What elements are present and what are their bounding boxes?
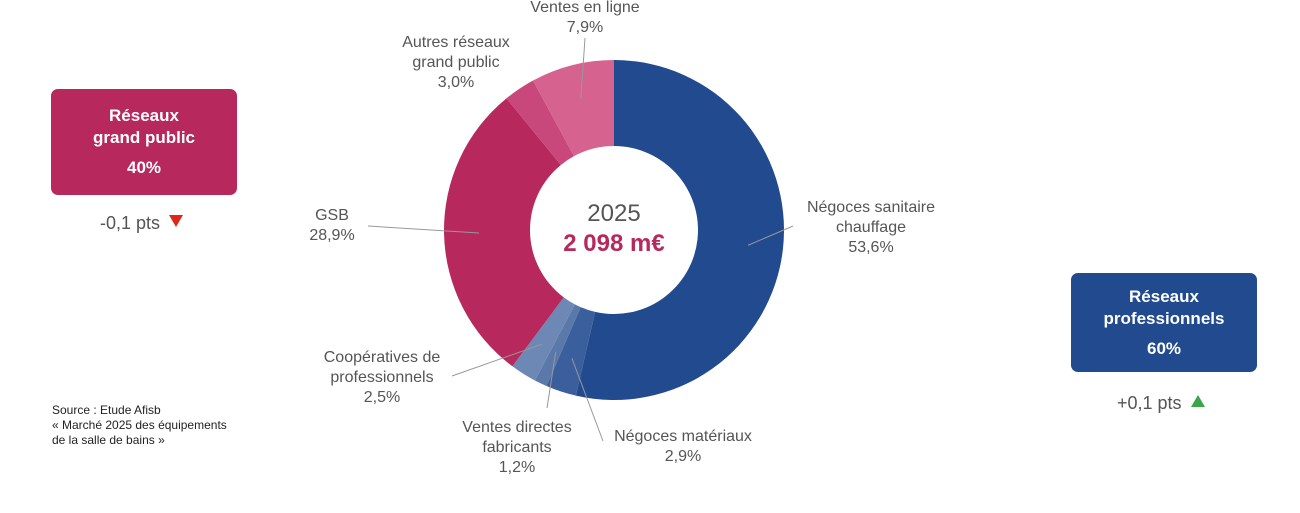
grand-public-share: 40% — [126, 158, 162, 177]
leader-line-2 — [546, 351, 557, 409]
down-triangle-icon — [169, 215, 184, 227]
slice-name-label-5: grand public — [412, 54, 499, 71]
grand-public-box: Réseaux grand public 40% — [51, 89, 237, 195]
leader-line-0 — [747, 225, 794, 246]
leader-line-3 — [451, 343, 543, 377]
donut-slices — [444, 60, 784, 400]
slice-0 — [575, 60, 784, 400]
source-line-2: « Marché 2025 des équipements — [52, 418, 227, 432]
slice-name-label-0: chauffage — [836, 219, 906, 236]
slice-5 — [506, 80, 574, 165]
slice-3 — [512, 297, 575, 381]
source-line-3: de la salle de bains » — [52, 433, 165, 447]
slice-value-label-3: 2,5% — [364, 389, 400, 406]
source-line-1: Source : Etude Afisb — [52, 403, 161, 417]
slice-4 — [444, 98, 564, 367]
leader-line-6 — [580, 37, 586, 100]
leader-line-1 — [571, 358, 604, 442]
slice-2 — [534, 304, 581, 387]
professionnels-title-line1: Réseaux — [1129, 286, 1199, 306]
up-triangle-icon — [1190, 395, 1205, 407]
slice-value-label-2: 1,2% — [499, 459, 535, 476]
slice-value-label-1: 2,9% — [665, 448, 701, 465]
grand-public-title-line1: Réseaux — [109, 106, 179, 125]
leader-line-4 — [367, 225, 480, 234]
professionnels-delta-value: +0,1 pts — [1117, 393, 1182, 413]
professionnels-title-line2: professionnels — [1103, 308, 1225, 328]
slice-name-label-6: Ventes en ligne — [530, 0, 640, 16]
slice-1 — [546, 307, 596, 396]
slice-6 — [533, 60, 614, 157]
slice-value-label-0: 53,6% — [848, 239, 893, 256]
slice-name-label-4: GSB — [315, 207, 349, 224]
slice-name-label-0: Négoces sanitaire — [807, 199, 935, 216]
source-note: Source : Etude Afisb « Marché 2025 des é… — [52, 403, 227, 448]
professionnels-box: Réseaux professionnels 60% — [1071, 273, 1257, 372]
center-year: 2025 — [587, 200, 640, 227]
slice-value-label-6: 7,9% — [567, 19, 603, 36]
slice-name-label-5: Autres réseaux — [402, 34, 510, 51]
grand-public-delta-value: -0,1 pts — [100, 213, 161, 233]
professionnels-share: 60% — [1146, 338, 1182, 358]
slice-name-label-2: fabricants — [482, 439, 551, 456]
slice-name-label-3: professionnels — [330, 369, 433, 386]
slice-value-label-5: 3,0% — [438, 74, 474, 91]
leader-lines — [367, 37, 794, 442]
slice-labels: Négoces sanitaire chauffage 53,6% Négoces m… — [309, 0, 935, 476]
professionnels-delta: +0,1 pts — [1117, 393, 1205, 414]
slice-name-label-1: Négoces matériaux — [614, 428, 752, 445]
grand-public-delta: -0,1 pts — [100, 213, 184, 234]
slice-name-label-3: Coopératives de — [324, 349, 441, 366]
slice-value-label-4: 28,9% — [309, 227, 354, 244]
grand-public-title-line2: grand public — [93, 128, 195, 147]
center-total: 2 098 m€ — [563, 230, 664, 257]
slice-name-label-2: Ventes directes — [462, 419, 571, 436]
